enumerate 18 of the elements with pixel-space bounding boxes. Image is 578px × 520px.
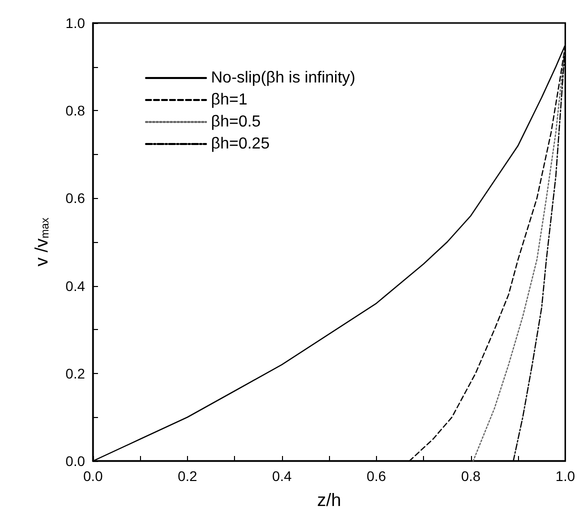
y-tick-label: 0.8 <box>66 102 86 119</box>
x-tick-label: 0.2 <box>178 468 198 484</box>
legend-label: βh=0.5 <box>211 114 261 130</box>
x-tick-label: 0.0 <box>83 468 103 484</box>
y-tick-label: 1.0 <box>66 15 86 31</box>
legend-label: βh=1 <box>211 92 248 108</box>
y-tick-label: 0.2 <box>66 365 86 382</box>
legend-label: No-slip(βh is infinity) <box>211 70 356 86</box>
legend-label: βh=0.25 <box>211 136 270 152</box>
x-tick-label: 0.6 <box>366 468 386 484</box>
y-axis-title: v /vmax <box>32 217 52 266</box>
x-tick-label: 0.4 <box>272 468 292 484</box>
y-tick-label: 0.0 <box>66 453 86 469</box>
x-tick-label: 0.8 <box>461 468 481 484</box>
y-tick-label: 0.4 <box>66 278 86 294</box>
y-tick-label: 0.6 <box>66 190 86 206</box>
x-axis-title: z/h <box>317 490 342 510</box>
x-tick-label: 1.0 <box>556 468 576 484</box>
